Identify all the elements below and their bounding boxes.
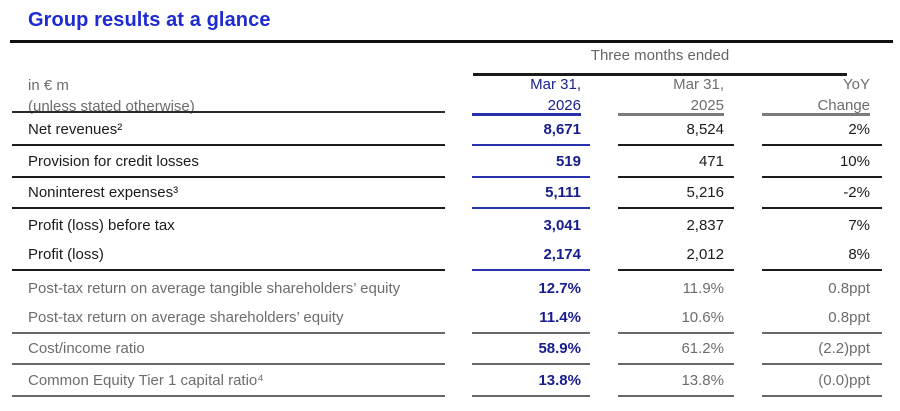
table-row: Common Equity Tier 1 capital ratio⁴ 13.8… (0, 365, 900, 397)
table-row: Cost/income ratio 58.9% 61.2% (2.2)ppt (0, 334, 900, 366)
column-header-2026: Mar 31, 2026 (472, 74, 581, 116)
value-2025: 8,524 (618, 115, 734, 147)
value-2025: 471 (618, 146, 734, 178)
table-row: Profit (loss) before tax 3,041 2,837 7% (0, 209, 900, 240)
value-yoy: 10% (762, 146, 882, 178)
value-2026: 13.8% (472, 365, 590, 397)
value-2025: 2,837 (686, 217, 724, 235)
column-header-2026-line2: 2026 (547, 97, 581, 114)
title-divider (10, 40, 893, 43)
table-row: Post-tax return on average tangible shar… (0, 271, 900, 302)
column-header-2025-line2: 2025 (690, 97, 724, 114)
value-2025: 2,012 (618, 240, 734, 272)
value-2026: 58.9% (472, 334, 590, 366)
unit-label-line1: in € m (28, 77, 69, 94)
column-header-yoy-line1: YoY (843, 76, 870, 93)
value-2025: 13.8% (618, 365, 734, 397)
row-label: Net revenues² (12, 115, 445, 147)
value-2026: 5,111 (472, 178, 590, 209)
column-header-2025-line1: Mar 31, (673, 76, 724, 93)
value-2025: 5,216 (618, 178, 734, 209)
column-header-yoy-line2: Change (817, 97, 870, 114)
value-2025: 11.9% (682, 279, 724, 297)
value-yoy: (0.0)ppt (762, 365, 882, 397)
period-header: Three months ended (473, 47, 847, 76)
value-2025: 10.6% (618, 303, 734, 335)
row-label: Profit (loss) (12, 240, 445, 272)
row-label: Profit (loss) before tax (28, 217, 175, 235)
unit-label: in € m (unless stated otherwise) (28, 75, 428, 117)
row-label: Noninterest expenses³ (12, 178, 445, 209)
row-label: Post-tax return on average shareholders’… (12, 303, 445, 335)
value-yoy: -2% (762, 178, 882, 209)
value-2026: 11.4% (472, 303, 590, 335)
value-2025: 61.2% (618, 334, 734, 366)
row-label: Post-tax return on average tangible shar… (28, 279, 401, 297)
column-header-yoy: YoY Change (762, 74, 870, 116)
unit-label-line2: (unless stated otherwise) (28, 98, 195, 115)
value-2026: 12.7% (538, 279, 581, 297)
value-2026: 519 (472, 146, 590, 178)
table-row: Net revenues² 8,671 8,524 2% (0, 115, 900, 147)
table-row: Profit (loss) 2,174 2,012 8% (0, 240, 900, 272)
value-yoy: 2% (762, 115, 882, 147)
table-row: Noninterest expenses³ 5,111 5,216 -2% (0, 178, 900, 209)
table-row: Provision for credit losses 519 471 10% (0, 146, 900, 178)
value-2026: 3,041 (543, 217, 581, 235)
results-table: Net revenues² 8,671 8,524 2% Provision f… (0, 115, 900, 397)
column-header-2025: Mar 31, 2025 (618, 74, 724, 116)
label-header-divider (12, 111, 445, 113)
column-header-2026-line1: Mar 31, (530, 76, 581, 93)
value-yoy: 7% (848, 217, 870, 235)
row-label: Cost/income ratio (12, 334, 445, 366)
value-yoy: (2.2)ppt (762, 334, 882, 366)
value-2026: 8,671 (472, 115, 590, 147)
table-row: Post-tax return on average shareholders’… (0, 303, 900, 335)
row-label: Provision for credit losses (12, 146, 445, 178)
value-yoy: 0.8ppt (828, 279, 870, 297)
value-2026: 2,174 (472, 240, 590, 272)
value-yoy: 8% (762, 240, 882, 272)
row-label: Common Equity Tier 1 capital ratio⁴ (12, 365, 445, 397)
page-title: Group results at a glance (28, 9, 271, 31)
value-yoy: 0.8ppt (762, 303, 882, 335)
